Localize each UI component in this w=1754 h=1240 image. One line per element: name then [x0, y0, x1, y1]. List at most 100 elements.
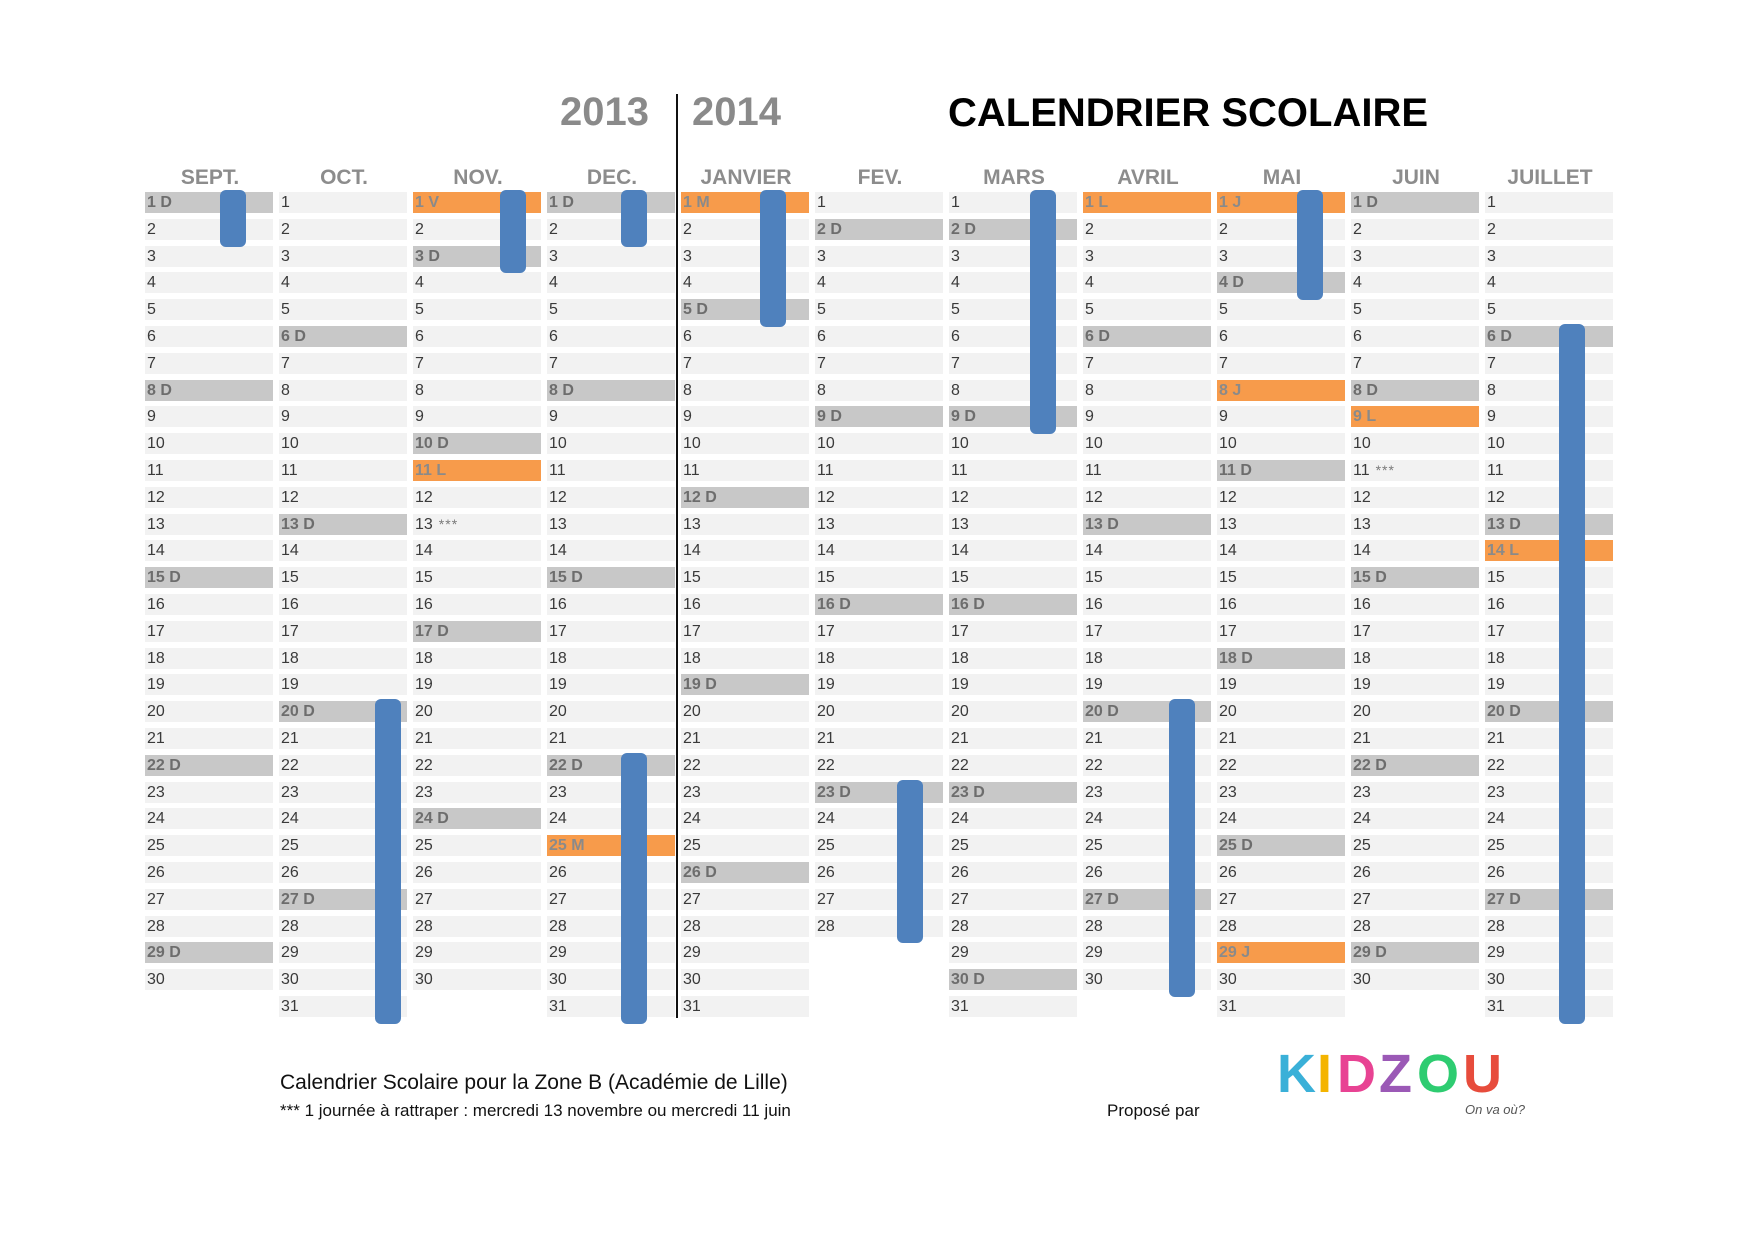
day-cell: 20	[547, 701, 675, 723]
day-cell: 7	[1083, 352, 1211, 374]
day-cell: 20	[949, 701, 1077, 723]
sunday-cell: 1 D	[1351, 192, 1479, 213]
day-cell: 28	[681, 915, 809, 937]
day-cell: 14	[1217, 540, 1345, 562]
month-header: FEV.	[857, 166, 903, 189]
day-cell: 15	[1083, 567, 1211, 589]
page-title: CALENDRIER SCOLAIRE	[948, 91, 1429, 135]
day-cell: 9	[547, 406, 675, 428]
day-cell: 3	[681, 245, 809, 267]
day-cell: 24	[815, 808, 943, 830]
vacation-bar	[375, 699, 401, 1024]
sunday-cell: 17 D	[413, 620, 541, 642]
day-cell: 17	[547, 620, 675, 642]
day-cell: 3	[145, 245, 273, 267]
day-cell: 26	[547, 862, 675, 883]
day-cell: 7	[1217, 352, 1345, 374]
day-cell: 12	[279, 486, 407, 508]
sunday-cell: 1 D	[145, 192, 273, 213]
day-cell: 27	[1351, 888, 1479, 910]
day-cell: 29	[681, 942, 809, 964]
day-cell: 25	[1351, 835, 1479, 857]
day-cell: 26	[413, 862, 541, 883]
day-cell: 4	[1351, 272, 1479, 294]
day-cell: 6	[815, 326, 943, 347]
day-cell: 30	[681, 969, 809, 991]
day-cell: 14	[1351, 540, 1479, 562]
day-cell: 15	[1485, 567, 1613, 589]
day-cell: 24	[1217, 808, 1345, 830]
day-cell: 7	[279, 352, 407, 374]
day-cell: 4	[413, 272, 541, 294]
day-cell: 6	[413, 326, 541, 347]
day-cell: 19	[949, 674, 1077, 696]
day-cell: 27	[547, 888, 675, 910]
day-cell: 18	[1485, 647, 1613, 669]
day-cell: 30	[547, 969, 675, 991]
day-cell: 12	[1217, 486, 1345, 508]
sunday-cell: 6 D	[1083, 326, 1211, 347]
day-cell: 2	[1351, 218, 1479, 240]
day-cell: 3	[949, 245, 1077, 267]
day-cell: 3	[1351, 245, 1479, 267]
day-cell: 12	[413, 486, 541, 508]
day-cell: 25	[145, 835, 273, 857]
day-cell: 11 ***	[1351, 460, 1479, 481]
day-cell: 1	[815, 192, 943, 213]
day-cell: 26	[145, 862, 273, 883]
day-cell: 9	[1217, 406, 1345, 428]
day-cell: 20	[681, 701, 809, 723]
day-cell: 13 ***	[413, 513, 541, 535]
day-cell: 10	[145, 433, 273, 455]
day-cell: 5	[279, 299, 407, 321]
day-cell: 10	[1351, 433, 1479, 455]
day-cell: 27	[1217, 888, 1345, 910]
day-cell: 8	[1485, 379, 1613, 401]
sunday-cell: 11 D	[1217, 460, 1345, 481]
day-cell: 24	[547, 808, 675, 830]
day-cell: 12	[145, 486, 273, 508]
day-cell: 2	[1083, 218, 1211, 240]
vacation-bar	[621, 190, 647, 247]
day-cell: 7	[681, 352, 809, 374]
month-header: JANVIER	[700, 166, 792, 189]
day-cell: 10	[681, 433, 809, 455]
day-cell: 14	[1083, 540, 1211, 562]
day-cell: 11	[1485, 460, 1613, 481]
day-cell: 9	[1083, 406, 1211, 428]
month-header: NOV.	[453, 166, 503, 189]
day-cell: 9	[413, 406, 541, 428]
day-cell: 13	[547, 513, 675, 535]
day-cell: 15	[815, 567, 943, 589]
holiday-cell: 11 L	[413, 460, 541, 481]
day-cell: 1	[949, 192, 1077, 213]
day-cell: 5	[1217, 299, 1345, 321]
day-cell: 13	[145, 513, 273, 535]
day-cell: 4	[1083, 272, 1211, 294]
day-cell: 30	[1351, 969, 1479, 991]
day-cell: 21	[413, 728, 541, 749]
sunday-cell: 16 D	[949, 594, 1077, 615]
month-header: JUIN	[1392, 166, 1440, 189]
day-cell: 10	[1217, 433, 1345, 455]
day-cell: 3	[815, 245, 943, 267]
vacation-bar	[220, 190, 246, 247]
day-cell: 8	[681, 379, 809, 401]
day-cell: 4	[681, 272, 809, 294]
vacation-bar	[1169, 699, 1195, 997]
day-cell: 11	[279, 460, 407, 481]
day-cell: 17	[145, 620, 273, 642]
day-cell: 21	[1217, 728, 1345, 749]
day-cell: 5	[145, 299, 273, 321]
vacation-bar	[621, 752, 647, 1024]
day-cell: 21	[1351, 728, 1479, 749]
logo-letter-z: Z	[1379, 1044, 1412, 1104]
day-cell: 14	[279, 540, 407, 562]
vacation-bar	[897, 779, 923, 944]
day-cell: 25	[949, 835, 1077, 857]
month-header: DEC.	[586, 166, 638, 189]
holiday-cell: 14 L	[1485, 540, 1613, 562]
sunday-cell: 1 D	[547, 192, 675, 213]
day-cell: 20	[145, 701, 273, 723]
day-cell: 2	[279, 218, 407, 240]
